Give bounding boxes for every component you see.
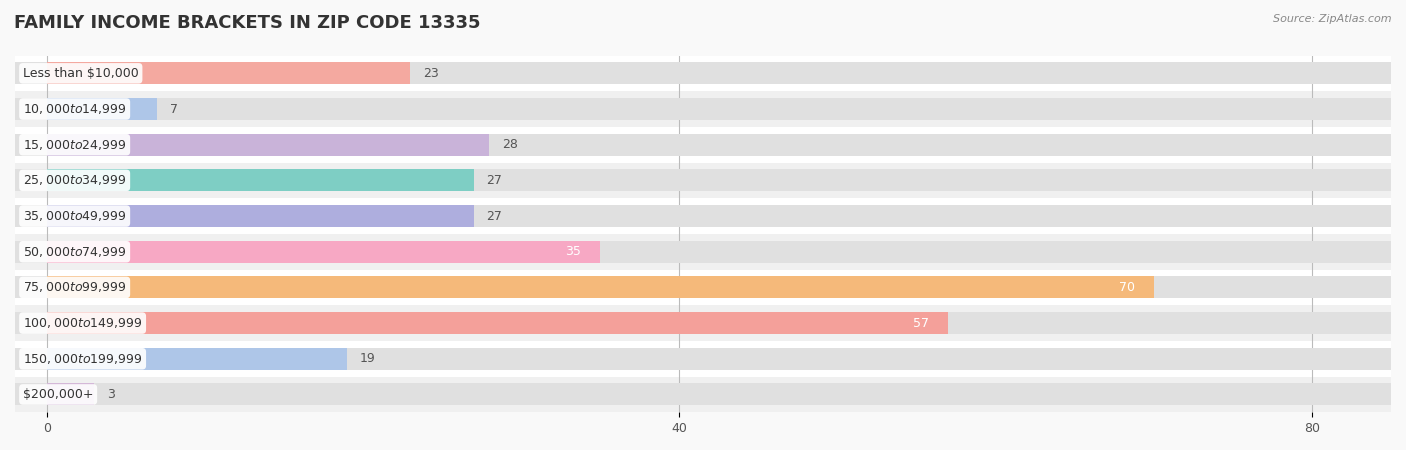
Text: $15,000 to $24,999: $15,000 to $24,999: [22, 138, 127, 152]
Text: 23: 23: [423, 67, 439, 80]
Bar: [15, 341, 1391, 377]
Bar: [15, 305, 1391, 341]
Text: 27: 27: [486, 174, 502, 187]
Text: $100,000 to $149,999: $100,000 to $149,999: [22, 316, 142, 330]
Text: 19: 19: [360, 352, 375, 365]
Bar: [15, 348, 1391, 370]
Text: 3: 3: [107, 388, 115, 401]
Text: $200,000+: $200,000+: [22, 388, 93, 401]
Bar: [15, 241, 1391, 263]
Bar: [15, 312, 1391, 334]
Bar: [46, 169, 474, 191]
Text: 57: 57: [912, 317, 929, 329]
Bar: [15, 377, 1391, 412]
Bar: [15, 162, 1391, 198]
Bar: [46, 62, 411, 85]
Text: $50,000 to $74,999: $50,000 to $74,999: [22, 245, 127, 259]
Bar: [15, 55, 1391, 91]
Text: $75,000 to $99,999: $75,000 to $99,999: [22, 280, 127, 294]
Text: 7: 7: [170, 103, 179, 116]
Bar: [15, 127, 1391, 162]
Bar: [46, 241, 600, 263]
Bar: [15, 91, 1391, 127]
Bar: [46, 312, 948, 334]
Bar: [46, 348, 347, 370]
Text: 35: 35: [565, 245, 581, 258]
Text: $25,000 to $34,999: $25,000 to $34,999: [22, 173, 127, 187]
Text: FAMILY INCOME BRACKETS IN ZIP CODE 13335: FAMILY INCOME BRACKETS IN ZIP CODE 13335: [14, 14, 481, 32]
Bar: [15, 169, 1391, 191]
Bar: [15, 234, 1391, 270]
Bar: [15, 383, 1391, 405]
Bar: [46, 205, 474, 227]
Bar: [15, 276, 1391, 298]
Text: 28: 28: [502, 138, 517, 151]
Text: Source: ZipAtlas.com: Source: ZipAtlas.com: [1274, 14, 1392, 23]
Bar: [46, 134, 489, 156]
Bar: [46, 383, 94, 405]
Bar: [46, 98, 157, 120]
Bar: [46, 276, 1154, 298]
Text: 70: 70: [1119, 281, 1135, 294]
Text: Less than $10,000: Less than $10,000: [22, 67, 139, 80]
Bar: [15, 62, 1391, 85]
Bar: [15, 98, 1391, 120]
Text: $150,000 to $199,999: $150,000 to $199,999: [22, 352, 142, 366]
Text: $35,000 to $49,999: $35,000 to $49,999: [22, 209, 127, 223]
Bar: [15, 270, 1391, 305]
Bar: [15, 198, 1391, 234]
Text: 27: 27: [486, 210, 502, 223]
Bar: [15, 134, 1391, 156]
Bar: [15, 205, 1391, 227]
Text: $10,000 to $14,999: $10,000 to $14,999: [22, 102, 127, 116]
